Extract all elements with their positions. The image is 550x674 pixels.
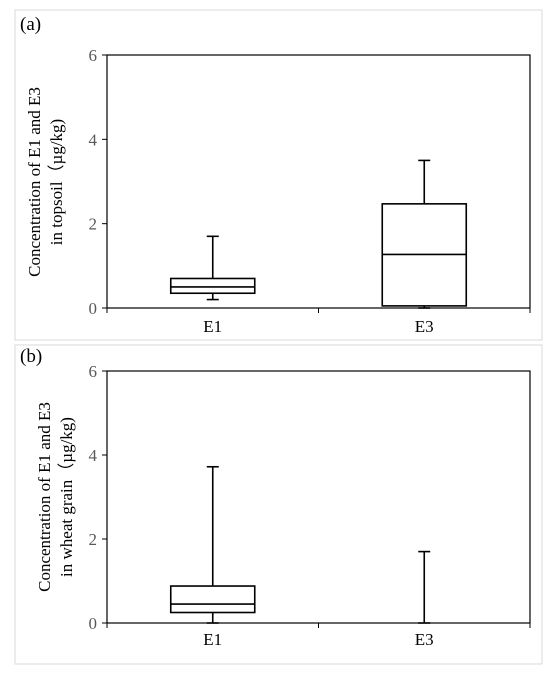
panel-a-ylabel-line-2: in topsoil（µg/kg)	[47, 119, 66, 245]
panel-a-category-label: E3	[415, 317, 434, 336]
panel-b-marks: 0 2 4 6 E1 E3	[89, 362, 531, 649]
panel-a-label: (a)	[20, 14, 41, 35]
panel-a-ylabel: Concentration of E1 and E3 in topsoil（µg…	[25, 87, 66, 277]
panel-b-e1-box	[169, 585, 256, 614]
panel-b-ytick-label: 6	[89, 362, 98, 381]
panel-a-ytick-label: 0	[89, 299, 98, 318]
panel-a-ylabel-line-1: Concentration of E1 and E3	[25, 87, 44, 277]
panel-b-category-label: E3	[415, 630, 434, 649]
panel-b-ytick-label: 2	[89, 530, 98, 549]
panel-b-label: (b)	[20, 346, 42, 367]
panel-a-ytick-label: 2	[89, 215, 98, 234]
panel-a-ytick-label: 6	[89, 46, 98, 65]
panel-a-marks: 0 2 4 6 E1 E3	[89, 46, 531, 336]
panel-b-ytick-label: 4	[89, 446, 98, 465]
panel-a-ytick-label: 4	[89, 130, 98, 149]
panel-a-e1-box	[169, 277, 256, 295]
panel-b-ylabel-line-2: in wheat grain（µg/kg)	[57, 417, 76, 577]
panel-b-ytick-label: 0	[89, 614, 98, 633]
panel-a: (a) Concentration of E1 and E3 in topsoi…	[14, 9, 543, 341]
panel-a-category-label: E1	[203, 317, 222, 336]
panel-b-ylabel-line-1: Concentration of E1 and E3	[35, 402, 54, 592]
panel-b-frame	[14, 344, 543, 665]
panel-b-ylabel: Concentration of E1 and E3 in wheat grai…	[35, 402, 76, 592]
panel-b-category-label: E1	[203, 630, 222, 649]
panel-b: (b) Concentration of E1 and E3 in wheat …	[14, 344, 543, 665]
